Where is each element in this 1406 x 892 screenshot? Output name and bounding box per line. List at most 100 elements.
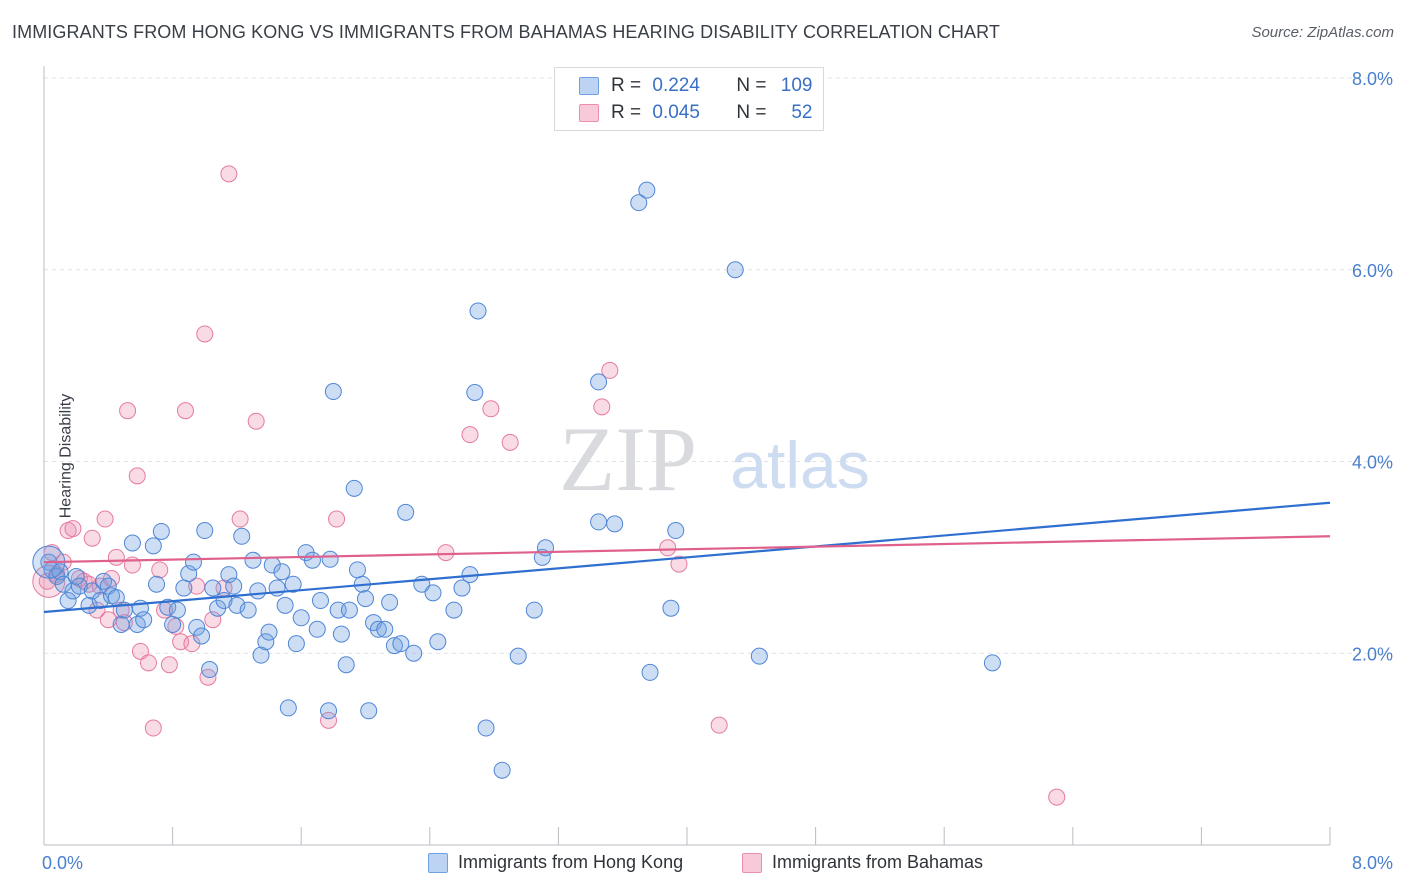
hong-kong-point	[453, 579, 471, 597]
hong-kong-point	[466, 383, 484, 401]
hong-kong-point	[279, 699, 297, 717]
bahamas-point	[176, 402, 194, 420]
grid-lines	[44, 77, 1392, 654]
bahamas-point	[670, 555, 688, 573]
bahamas-point	[160, 656, 178, 674]
hong-kong-point	[667, 522, 685, 540]
trend-line-hong-kong	[43, 501, 1331, 614]
hong-kong-point	[201, 661, 219, 679]
bahamas-point	[247, 412, 265, 430]
hong-kong-point	[168, 601, 186, 619]
hong-kong-point	[320, 702, 338, 720]
bahamas-point	[593, 398, 611, 416]
hong-kong-point	[292, 609, 310, 627]
x-tick-label: 0.0%	[42, 853, 83, 873]
legend-swatch-pink	[742, 852, 762, 873]
legend-swatch-blue	[428, 852, 448, 873]
bahamas-point	[43, 544, 61, 562]
hong-kong-point	[385, 637, 403, 655]
source-label: Source: ZipAtlas.com	[1251, 24, 1394, 41]
hong-kong-point	[91, 592, 109, 610]
bahamas-point	[437, 544, 455, 562]
legend-r-label: R =	[611, 102, 642, 123]
series-bahamas	[32, 165, 1066, 806]
chart-title: IMMIGRANTS FROM HONG KONG VS IMMIGRANTS …	[12, 22, 1000, 42]
series-legend: Immigrants from Hong Kong Immigrants fro…	[0, 852, 1406, 878]
hong-kong-point	[606, 515, 624, 533]
bahamas-point	[139, 654, 157, 672]
watermark: ZIP atlas	[559, 408, 870, 510]
bahamas-point	[115, 614, 133, 632]
bahamas-point	[151, 561, 169, 579]
bahamas-point	[710, 716, 728, 734]
hong-kong-point	[429, 633, 447, 651]
bahamas-point	[131, 642, 149, 660]
hong-kong-point	[445, 601, 463, 619]
legend-r-value: 0.224	[652, 75, 700, 96]
hong-kong-point	[750, 647, 768, 665]
hong-kong-point	[308, 620, 326, 638]
hong-kong-point	[284, 575, 302, 593]
bahamas-point	[320, 711, 338, 729]
hong-kong-point	[983, 654, 1001, 672]
bahamas-point	[83, 529, 101, 547]
hong-kong-point	[257, 633, 275, 651]
hong-kong-point	[70, 577, 88, 595]
stats-legend: R = 0.224 N = 109 R = 0.045 N = 52	[554, 67, 824, 131]
trend-lines	[43, 501, 1331, 614]
hong-kong-point	[135, 611, 153, 629]
hong-kong-point	[638, 181, 656, 199]
hong-kong-point	[123, 534, 141, 552]
hong-kong-point	[244, 551, 262, 569]
bahamas-point	[96, 510, 114, 528]
hong-kong-point	[152, 522, 170, 540]
trend-line-bahamas	[43, 535, 1331, 564]
hong-kong-point	[590, 373, 608, 391]
y-tick-label: 4.0%	[1352, 453, 1393, 473]
series-hong-kong	[32, 181, 1001, 779]
legend-n-value: 109	[780, 75, 813, 96]
hong-kong-point	[148, 575, 166, 593]
legend-label-hong-kong: Immigrants from Hong Kong	[458, 852, 684, 872]
hong-kong-point	[252, 646, 270, 664]
axes	[43, 66, 1331, 846]
hong-kong-point	[590, 513, 608, 531]
hong-kong-point	[228, 596, 246, 614]
hong-kong-point	[381, 593, 399, 611]
bahamas-point	[99, 611, 117, 629]
legend-n-value: 52	[791, 102, 813, 123]
bahamas-point	[128, 467, 146, 485]
hong-kong-point	[233, 527, 251, 545]
hong-kong-point	[193, 627, 211, 645]
legend-item-hong-kong: Immigrants from Hong Kong	[428, 852, 683, 873]
legend-row-hong-kong: R = 0.224 N = 109	[579, 73, 813, 99]
hong-kong-point	[188, 618, 206, 636]
hong-kong-point	[144, 537, 162, 555]
hong-kong-point	[67, 568, 85, 586]
hong-kong-point	[348, 561, 366, 579]
bahamas-point	[107, 548, 125, 566]
hong-kong-point	[630, 194, 648, 212]
bahamas-point	[119, 402, 137, 420]
hong-kong-point	[276, 596, 294, 614]
legend-swatch-pink	[579, 104, 599, 122]
hong-kong-point	[273, 563, 291, 581]
hong-kong-point	[99, 577, 117, 595]
hong-kong-point	[184, 553, 202, 571]
bahamas-point	[64, 520, 82, 538]
hong-kong-point	[345, 479, 363, 497]
hong-kong-point	[369, 620, 387, 638]
hong-kong-point	[303, 551, 321, 569]
bahamas-point	[482, 400, 500, 418]
legend-label-bahamas: Immigrants from Bahamas	[772, 852, 984, 872]
y-tick-label: 8.0%	[1352, 69, 1393, 89]
legend-r-value: 0.045	[652, 102, 700, 123]
hong-kong-point	[537, 539, 555, 557]
x-tick-labels: 0.0% 8.0%	[42, 853, 1393, 873]
bahamas-point	[144, 719, 162, 737]
bahamas-point	[501, 433, 519, 451]
bahamas-point	[220, 165, 238, 183]
hong-kong-point	[392, 635, 410, 653]
hong-kong-point	[204, 579, 222, 597]
